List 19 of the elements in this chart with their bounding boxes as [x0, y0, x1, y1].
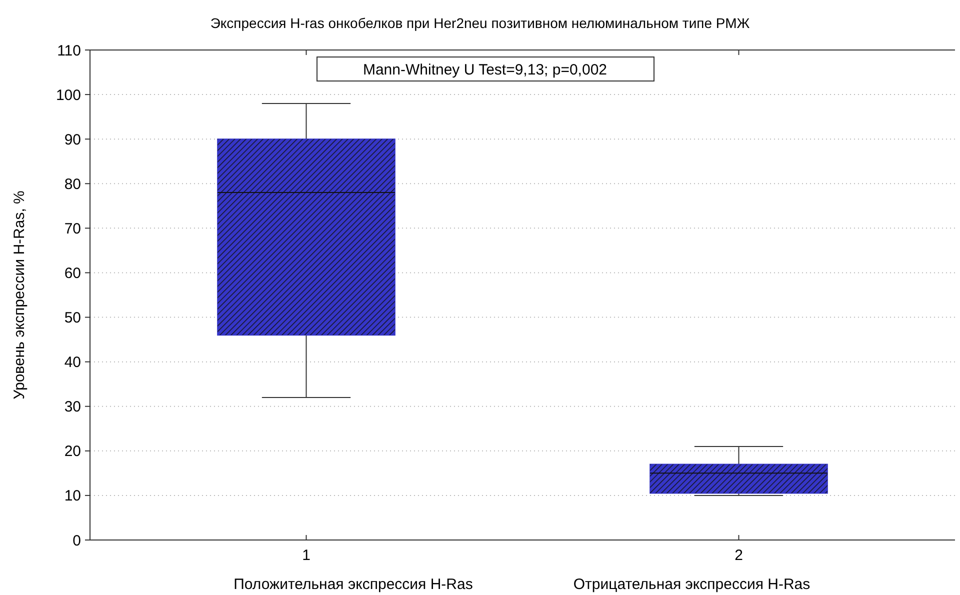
text: Положительная экспрессия H-Ras — [234, 576, 473, 593]
y-tick-label: 40 — [64, 354, 81, 372]
y-tick-label: 20 — [64, 443, 81, 460]
text: Отрицательная экспрессия H-Ras — [573, 576, 810, 593]
y-tick-label: 10 — [64, 488, 81, 505]
y-tick-label: 80 — [64, 176, 81, 193]
y-tick-label: 100 — [56, 86, 81, 104]
y-tick-label: 90 — [64, 131, 81, 148]
y-tick-label: 110 — [57, 42, 81, 60]
y-tick-label: 50 — [64, 310, 81, 327]
x-tick-label: 2 — [734, 547, 743, 564]
annotation: Mann-Whitney U Test=9,13; p=0,002 — [362, 61, 608, 78]
y-tick-label: 30 — [64, 398, 81, 416]
y-axis-title: Уровень экспрессии H-Ras, % — [11, 190, 28, 400]
chart-title: Экспрессия H-ras онкобелков при Her2neu позитивном нелюминальном типе РМЖ — [210, 15, 750, 31]
y-tick-label: 60 — [64, 264, 81, 282]
y-tick-label: 0 — [72, 532, 81, 550]
x-tick-label: 1 — [302, 547, 310, 564]
y-tick-label: 70 — [64, 220, 81, 238]
